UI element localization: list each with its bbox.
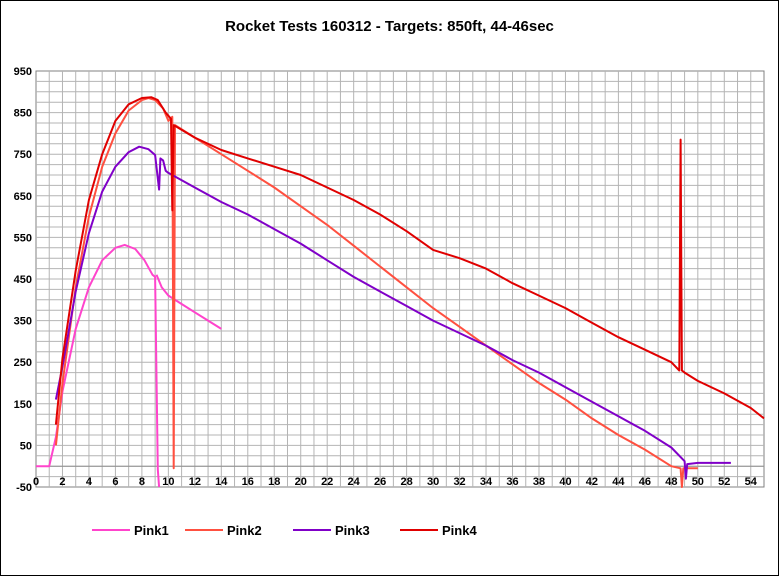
y-tick-label: 650 bbox=[14, 191, 32, 203]
y-tick-label: 950 bbox=[14, 66, 32, 78]
legend-label-pink2: Pink2 bbox=[227, 522, 262, 538]
x-tick-label: 10 bbox=[162, 476, 174, 488]
legend-item-pink1: Pink1 bbox=[92, 522, 169, 538]
legend-label-pink4: Pink4 bbox=[442, 522, 477, 538]
x-tick-label: 42 bbox=[586, 476, 598, 488]
y-tick-label: 550 bbox=[14, 232, 32, 244]
y-tick-label: 750 bbox=[14, 149, 32, 161]
x-tick-label: 16 bbox=[242, 476, 254, 488]
x-tick-label: 24 bbox=[348, 476, 361, 488]
y-tick-label: 450 bbox=[14, 274, 32, 286]
y-tick-label: 150 bbox=[14, 399, 32, 411]
series-line-pink3 bbox=[54, 145, 731, 480]
legend-swatch-pink4 bbox=[400, 529, 438, 531]
x-tick-label: 38 bbox=[533, 476, 545, 488]
legend-label-pink1: Pink1 bbox=[134, 522, 169, 538]
x-tick-label: 20 bbox=[295, 476, 307, 488]
legend-item-pink4: Pink4 bbox=[400, 522, 477, 538]
y-tick-label: 250 bbox=[14, 357, 32, 369]
y-tick-label: 50 bbox=[20, 440, 32, 452]
x-tick-label: 50 bbox=[692, 476, 704, 488]
x-tick-label: 0 bbox=[33, 476, 39, 488]
y-tick-label: -50 bbox=[16, 482, 32, 494]
x-tick-label: 12 bbox=[189, 476, 201, 488]
gridlines bbox=[35, 70, 765, 488]
x-tick-label: 32 bbox=[453, 476, 465, 488]
x-tick-label: 46 bbox=[639, 476, 651, 488]
x-tick-label: 26 bbox=[374, 476, 386, 488]
x-tick-label: 4 bbox=[86, 476, 93, 488]
x-tick-label: 44 bbox=[612, 476, 625, 488]
series-lines bbox=[36, 96, 765, 488]
legend-swatch-pink1 bbox=[92, 529, 130, 531]
x-tick-label: 34 bbox=[480, 476, 493, 488]
x-tick-label: 14 bbox=[215, 476, 228, 488]
x-tick-label: 48 bbox=[665, 476, 677, 488]
y-tick-label: 350 bbox=[14, 316, 32, 328]
x-tick-label: 8 bbox=[139, 476, 145, 488]
y-tick-label: 850 bbox=[14, 108, 32, 120]
x-tick-label: 18 bbox=[268, 476, 280, 488]
legend-item-pink2: Pink2 bbox=[185, 522, 262, 538]
x-tick-label: 2 bbox=[59, 476, 65, 488]
x-tick-label: 30 bbox=[427, 476, 439, 488]
x-tick-label: 54 bbox=[745, 476, 758, 488]
legend-item-pink3: Pink3 bbox=[293, 522, 370, 538]
legend-label-pink3: Pink3 bbox=[335, 522, 370, 538]
legend-swatch-pink3 bbox=[293, 529, 331, 531]
x-tick-label: 40 bbox=[559, 476, 571, 488]
x-tick-label: 6 bbox=[112, 476, 118, 488]
legend-swatch-pink2 bbox=[185, 529, 223, 531]
chart-title: Rocket Tests 160312 - Targets: 850ft, 44… bbox=[225, 18, 554, 35]
series-line-pink4 bbox=[54, 96, 765, 425]
series-line-pink1-tail bbox=[155, 274, 222, 330]
x-tick-label: 22 bbox=[321, 476, 333, 488]
x-tick-label: 52 bbox=[718, 476, 730, 488]
x-tick-label: 36 bbox=[506, 476, 518, 488]
series-line-pink2 bbox=[54, 97, 698, 488]
x-tick-label: 28 bbox=[400, 476, 412, 488]
